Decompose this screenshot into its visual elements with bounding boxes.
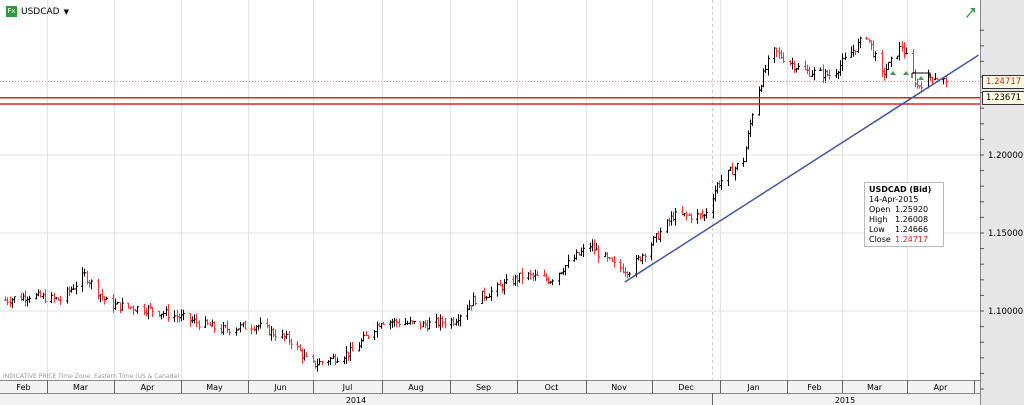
low-value: 1.24666 — [895, 225, 929, 234]
x-tick-label: Dec — [678, 383, 693, 392]
signal-marker-icon — [903, 71, 909, 75]
high-label: High — [869, 215, 888, 224]
symbol-label: USDCAD — [21, 6, 60, 17]
high-value: 1.26008 — [895, 215, 929, 224]
level-price-label: 1.23671 — [982, 91, 1024, 105]
open-label: Open — [869, 205, 891, 214]
caret-down-icon[interactable]: ▼ — [63, 7, 69, 16]
fx-badge-icon: Fx — [6, 6, 17, 17]
x-tick-label: Oct — [545, 383, 559, 392]
ohlc-tooltip: USDCAD (Bid) 14-Apr-2015 Open 1.25920 Hig… — [864, 182, 944, 247]
x-tick-label: Feb — [16, 383, 30, 392]
year-label: 2015 — [835, 396, 855, 405]
y-tick-label: 1.20000 — [988, 151, 1023, 161]
y-tick-label: 1.10000 — [988, 307, 1023, 317]
x-tick-label: Feb — [807, 383, 821, 392]
y-axis-panel — [980, 0, 1024, 405]
x-tick-label: Jan — [746, 383, 759, 392]
x-tick-label: Jul — [342, 383, 353, 392]
symbol-selector[interactable]: Fx USDCAD ▼ — [6, 6, 69, 17]
x-tick-label: Aug — [408, 383, 424, 392]
expand-arrow-icon[interactable] — [966, 8, 975, 18]
x-tick-label: Apr — [934, 383, 949, 392]
signal-marker-icon — [918, 76, 924, 80]
trendline — [624, 54, 979, 283]
year-label: 2014 — [346, 396, 366, 405]
x-tick-label: Apr — [141, 383, 156, 392]
low-label: Low — [869, 225, 885, 234]
ohlc-bars — [4, 36, 948, 372]
x-tick-label: Mar — [73, 383, 89, 392]
close-value: 1.24717 — [895, 235, 929, 244]
tooltip-title: USDCAD (Bid) — [869, 185, 932, 194]
open-value: 1.25920 — [895, 205, 929, 214]
x-axis-panel — [0, 380, 980, 405]
x-tick-label: Nov — [611, 383, 627, 392]
y-tick-label: 1.15000 — [988, 229, 1023, 239]
tooltip-date: 14-Apr-2015 — [869, 195, 919, 204]
close-label: Close — [869, 235, 891, 244]
last-price-label: 1.24717 — [982, 75, 1024, 89]
x-tick-label: Mar — [867, 383, 883, 392]
x-tick-label: May — [206, 383, 223, 392]
crosshair-marker — [911, 72, 931, 78]
x-tick-label: Sep — [476, 383, 491, 392]
indicative-price-note: INDICATIVE PRICE Time Zone: Eastern Time… — [3, 373, 180, 380]
x-tick-label: Jun — [273, 383, 287, 392]
signal-marker-icon — [890, 71, 896, 75]
